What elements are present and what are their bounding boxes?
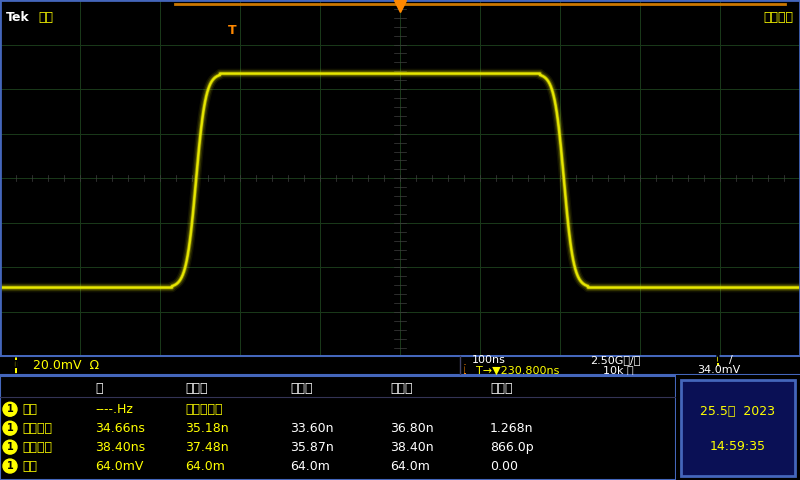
Text: 値: 値 xyxy=(95,382,102,395)
Circle shape xyxy=(3,440,17,454)
Text: 1: 1 xyxy=(6,423,14,433)
Text: 0.00: 0.00 xyxy=(490,459,518,472)
Text: 1: 1 xyxy=(6,461,14,471)
Text: 已被触发: 已被触发 xyxy=(763,11,793,24)
Text: 标准差: 标准差 xyxy=(490,382,513,395)
Text: 25.5月  2023: 25.5月 2023 xyxy=(701,406,775,419)
Circle shape xyxy=(3,421,17,435)
Text: 34.0mV: 34.0mV xyxy=(697,365,740,375)
Text: 64.0m: 64.0m xyxy=(390,459,430,472)
Text: 866.0p: 866.0p xyxy=(490,441,534,454)
Text: 34.66ns: 34.66ns xyxy=(95,421,145,435)
Circle shape xyxy=(3,459,17,473)
Text: ----.Hz: ----.Hz xyxy=(95,403,133,416)
Text: 1: 1 xyxy=(6,404,14,414)
Text: 1: 1 xyxy=(6,442,14,452)
Text: 35.87n: 35.87n xyxy=(290,441,334,454)
Text: 33.60n: 33.60n xyxy=(290,421,334,435)
Text: T→▼230.800ns: T→▼230.800ns xyxy=(476,365,559,375)
Text: 38.40ns: 38.40ns xyxy=(95,441,145,454)
Text: 64.0m: 64.0m xyxy=(290,459,330,472)
Text: 35.18n: 35.18n xyxy=(185,421,229,435)
Text: 2.50G次/秒: 2.50G次/秒 xyxy=(590,355,640,365)
Text: 38.40n: 38.40n xyxy=(390,441,434,454)
Text: 运行: 运行 xyxy=(38,11,53,24)
Text: 1.268n: 1.268n xyxy=(490,421,534,435)
Text: 最小値: 最小値 xyxy=(290,382,313,395)
Text: 64.0mV: 64.0mV xyxy=(95,459,143,472)
Text: Tek: Tek xyxy=(6,11,30,24)
Text: 平均値: 平均値 xyxy=(185,382,207,395)
Text: T: T xyxy=(228,24,236,36)
Text: 1: 1 xyxy=(12,360,20,370)
FancyBboxPatch shape xyxy=(681,380,795,476)
Text: T: T xyxy=(462,365,468,375)
Text: 幅値: 幅値 xyxy=(22,459,37,472)
Text: 10k 点: 10k 点 xyxy=(603,365,634,375)
Text: 上升时间: 上升时间 xyxy=(22,421,52,435)
Text: 下降时间: 下降时间 xyxy=(22,441,52,454)
Circle shape xyxy=(3,402,17,416)
Text: 36.80n: 36.80n xyxy=(390,421,434,435)
Text: 64.0m: 64.0m xyxy=(185,459,225,472)
Text: 37.48n: 37.48n xyxy=(185,441,229,454)
Text: 14:59:35: 14:59:35 xyxy=(710,440,766,453)
Text: 100ns: 100ns xyxy=(472,355,506,365)
Text: 1: 1 xyxy=(714,355,722,365)
Text: 20.0mV  Ω: 20.0mV Ω xyxy=(33,359,99,372)
Text: 未发现周期: 未发现周期 xyxy=(185,403,222,416)
Text: /: / xyxy=(729,355,733,365)
Text: 频率: 频率 xyxy=(22,403,37,416)
Text: 最大値: 最大値 xyxy=(390,382,413,395)
